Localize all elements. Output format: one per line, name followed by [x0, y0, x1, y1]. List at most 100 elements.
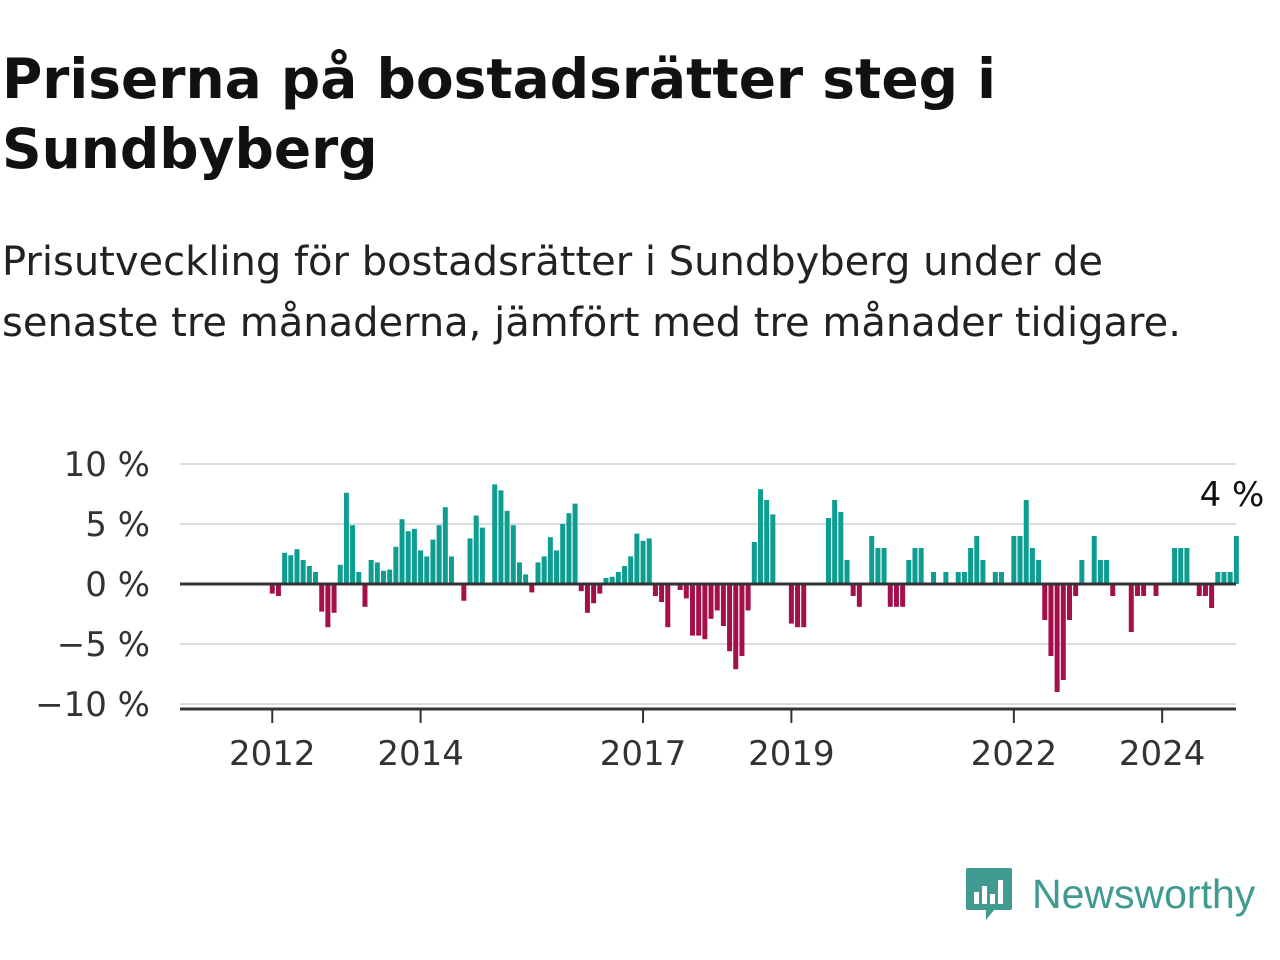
bar [1153, 584, 1159, 596]
bar [368, 560, 374, 584]
bar [832, 500, 838, 584]
x-tick-label: 2014 [377, 734, 464, 774]
bar [622, 566, 628, 584]
bar [591, 584, 597, 604]
bar [609, 576, 615, 584]
chart-title: Priserna på bostadsrätter steg i Sundbyb… [2, 47, 997, 181]
bar [1215, 572, 1221, 584]
bar [646, 538, 652, 584]
bar [350, 525, 356, 584]
bar [1054, 584, 1060, 692]
bar [665, 584, 671, 628]
bar [992, 572, 998, 584]
bar [999, 572, 1004, 584]
bar [374, 562, 380, 584]
bar [572, 503, 578, 584]
bar [381, 570, 386, 584]
bar [448, 556, 454, 584]
bar [838, 512, 844, 584]
brand-name: Newsworthy [1032, 871, 1256, 917]
bar [603, 578, 609, 584]
bar [850, 584, 856, 596]
bar [1036, 560, 1042, 584]
bar [269, 584, 275, 594]
bar [770, 514, 776, 584]
bar [733, 584, 739, 670]
bar [720, 584, 726, 626]
bar [1097, 560, 1103, 584]
bar [473, 515, 479, 584]
bar [1128, 584, 1134, 632]
last-value-label: 4 % [1200, 475, 1265, 515]
bar [461, 584, 467, 601]
bar [1104, 560, 1110, 584]
bar [757, 489, 763, 584]
bar [541, 556, 547, 584]
bar [906, 560, 912, 584]
bar [677, 584, 683, 590]
bar [560, 524, 566, 584]
bar [424, 556, 430, 584]
bar [1233, 536, 1239, 584]
bar [1079, 560, 1085, 584]
bar [399, 519, 405, 584]
tick-labels: 10 % 5 % 0 % −5 % −10 % 2012 2014 2017 2019 2022 2… [35, 445, 1264, 774]
bars [269, 484, 1239, 692]
newsworthy-logo-icon [966, 868, 1012, 920]
y-tick-label: −10 % [35, 685, 150, 725]
bar [708, 584, 714, 619]
x-tick-label: 2019 [748, 734, 835, 774]
bar [405, 531, 411, 584]
bar [1184, 548, 1190, 584]
bar [745, 584, 751, 611]
bar [788, 584, 794, 624]
bar [442, 507, 448, 584]
bar [912, 548, 918, 584]
bar [683, 584, 689, 599]
bar [702, 584, 708, 640]
bar [628, 556, 634, 584]
bar [337, 564, 343, 584]
bar [751, 542, 757, 584]
bar [1221, 572, 1227, 584]
bar [275, 584, 281, 596]
bar [1134, 584, 1140, 596]
bar [1227, 572, 1233, 584]
bar [362, 584, 368, 607]
bar [529, 584, 535, 593]
bar [856, 584, 862, 607]
y-tick-label: 5 % [85, 505, 150, 545]
bar [1023, 500, 1029, 584]
bar [1017, 536, 1023, 584]
x-tick-label: 2024 [1119, 734, 1206, 774]
bar [875, 548, 881, 584]
bar [325, 584, 331, 628]
bar [690, 584, 695, 636]
bar [844, 560, 850, 584]
bar [331, 584, 337, 613]
bar [893, 584, 899, 607]
bar [356, 572, 362, 584]
bar [881, 548, 887, 584]
bar [869, 536, 875, 584]
bar [968, 548, 974, 584]
bar [1073, 584, 1079, 596]
bar [510, 525, 516, 584]
bar [566, 513, 572, 584]
bar [887, 584, 893, 607]
bar [418, 550, 424, 584]
bar [615, 572, 621, 584]
bar [1042, 584, 1048, 620]
bar [436, 525, 442, 584]
x-tick-label: 2022 [971, 734, 1058, 774]
gridlines [180, 463, 1236, 705]
bar [306, 566, 312, 584]
bar [714, 584, 720, 611]
bar [1141, 584, 1147, 596]
bar [294, 549, 300, 584]
bar [1011, 536, 1017, 584]
bar [1196, 584, 1202, 596]
bar [1202, 584, 1208, 596]
bar [479, 527, 485, 584]
bar [343, 492, 349, 584]
